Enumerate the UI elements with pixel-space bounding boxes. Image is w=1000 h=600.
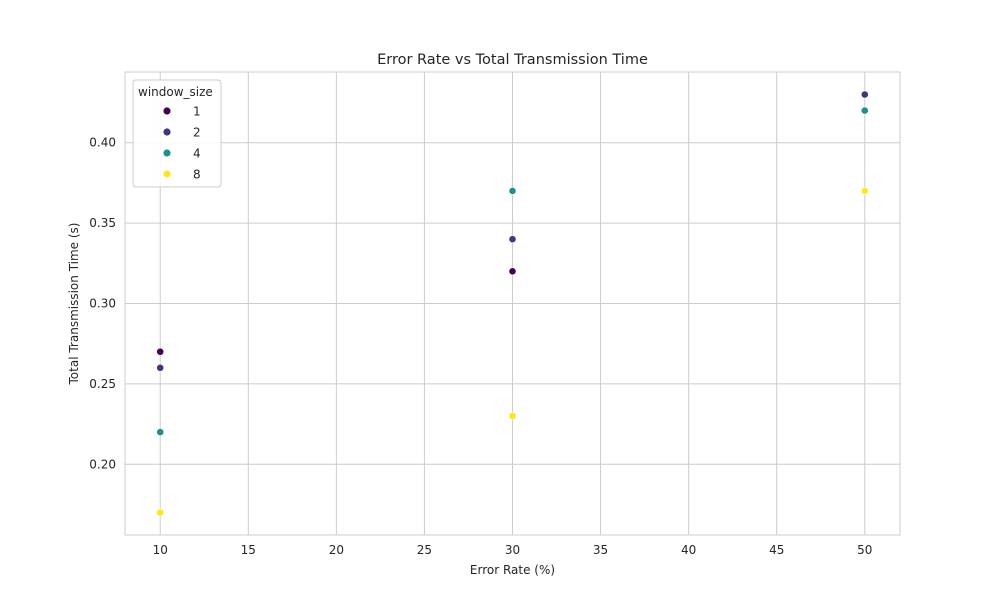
data-point-window-2 xyxy=(860,90,869,99)
data-point-window-2 xyxy=(508,235,517,244)
legend-label-4: 4 xyxy=(193,147,201,161)
y-tick-label: 0.20 xyxy=(89,457,116,471)
legend-marker-8 xyxy=(163,170,171,178)
legend-label-8: 8 xyxy=(193,168,201,182)
legend-marker-1 xyxy=(163,107,171,115)
y-tick-label: 0.25 xyxy=(89,377,116,391)
x-tick-label: 20 xyxy=(329,543,344,557)
y-tick-label: 0.40 xyxy=(89,136,116,150)
plot-area xyxy=(124,71,901,536)
legend-title: window_size xyxy=(138,85,213,99)
data-points xyxy=(156,90,869,517)
legend-box xyxy=(132,79,222,188)
x-tick-label: 35 xyxy=(593,543,608,557)
legend-items: 1 2 4 8 xyxy=(163,105,201,182)
legend: window_size 1 2 4 8 xyxy=(132,79,222,188)
x-tick-label: 40 xyxy=(681,543,696,557)
data-point-window-8 xyxy=(156,508,165,517)
chart-title: Error Rate vs Total Transmission Time xyxy=(377,52,648,68)
data-point-window-8 xyxy=(508,412,517,420)
y-tick-label: 0.35 xyxy=(89,216,116,230)
data-point-window-4 xyxy=(860,106,869,115)
x-tick-label: 50 xyxy=(857,543,872,557)
grid-lines xyxy=(125,72,900,535)
legend-label-2: 2 xyxy=(193,126,201,140)
data-point-window-8 xyxy=(860,187,869,195)
x-tick-label: 10 xyxy=(153,543,168,557)
data-point-window-2 xyxy=(156,363,165,372)
data-point-window-4 xyxy=(156,428,165,437)
x-axis-label: Error Rate (%) xyxy=(470,563,555,577)
plot-frame xyxy=(124,71,901,536)
data-point-window-1 xyxy=(156,347,165,356)
x-tick-label: 30 xyxy=(505,543,520,557)
x-tick-label: 45 xyxy=(769,543,784,557)
data-point-window-4 xyxy=(508,187,517,195)
legend-marker-2 xyxy=(163,128,171,136)
legend-label-1: 1 xyxy=(193,105,201,119)
y-tick-label: 0.30 xyxy=(89,297,116,311)
y-axis-label: Total Transmission Time (s) xyxy=(67,223,81,386)
data-point-window-1 xyxy=(508,267,517,276)
legend-marker-4 xyxy=(163,149,171,157)
x-tick-label: 25 xyxy=(417,543,432,557)
x-axis-ticks: 10 15 20 25 30 35 40 45 50 xyxy=(153,543,873,557)
y-axis-ticks: 0.20 0.25 0.30 0.35 0.40 xyxy=(89,136,116,472)
x-tick-label: 15 xyxy=(241,543,256,557)
